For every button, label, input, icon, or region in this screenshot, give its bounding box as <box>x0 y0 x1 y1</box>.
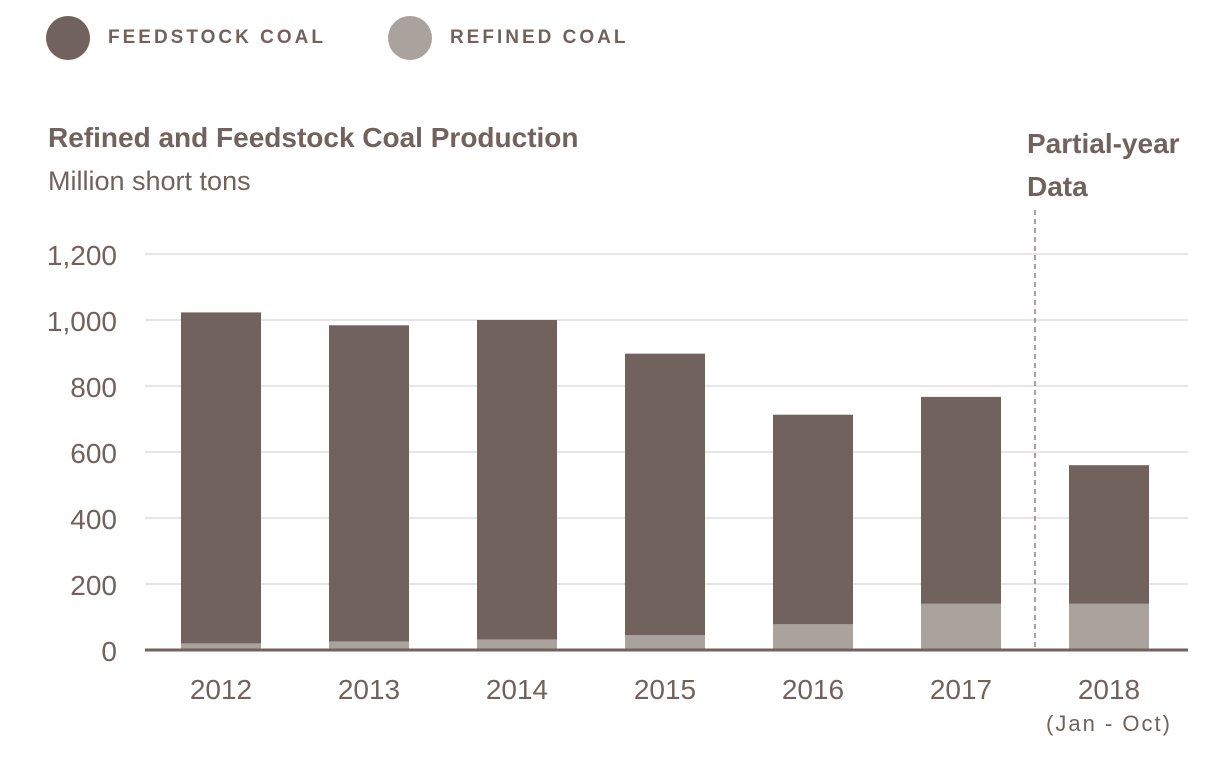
y-tick-label: 800 <box>70 372 117 403</box>
bar-feedstock-coal <box>773 414 853 625</box>
bar-feedstock-coal <box>329 325 409 642</box>
x-tick-label: 2013 <box>338 674 400 705</box>
legend: FEEDSTOCK COAL REFINED COAL <box>46 16 690 60</box>
bar-feedstock-coal <box>181 312 261 644</box>
legend-item-feedstock: FEEDSTOCK COAL <box>46 16 326 60</box>
y-tick-label: 400 <box>70 504 117 535</box>
y-tick-label: 600 <box>70 438 117 469</box>
partial-year-note-line2: Data <box>1027 171 1088 202</box>
x-tick-label: 2018 <box>1078 674 1140 705</box>
bar-feedstock-coal <box>921 396 1001 604</box>
x-tick-label: 2014 <box>486 674 548 705</box>
feedstock-swatch-icon <box>46 16 90 60</box>
bar-refined-coal <box>181 643 261 650</box>
x-tick-label: 2015 <box>634 674 696 705</box>
legend-label-feedstock: FEEDSTOCK COAL <box>108 27 326 48</box>
legend-item-refined: REFINED COAL <box>387 16 629 60</box>
x-tick-label: 2017 <box>930 674 992 705</box>
y-tick-label: 1,200 <box>47 240 117 271</box>
bar-refined-coal <box>773 624 853 650</box>
bar-refined-coal <box>921 603 1001 650</box>
bar-feedstock-coal <box>625 353 705 636</box>
chart-subtitle: Million short tons <box>48 166 251 196</box>
bar-feedstock-coal <box>477 320 557 640</box>
x-tick-sublabel: (Jan - Oct) <box>1046 711 1172 736</box>
y-tick-label: 1,000 <box>47 306 117 337</box>
bar-refined-coal <box>625 635 705 650</box>
partial-year-note: Partial-year Data <box>1027 122 1217 208</box>
partial-year-note-line1: Partial-year <box>1027 128 1180 159</box>
bar-refined-coal <box>1069 603 1149 650</box>
y-tick-label: 200 <box>70 570 117 601</box>
x-tick-label: 2016 <box>782 674 844 705</box>
bar-feedstock-coal <box>1069 465 1149 604</box>
bar-refined-coal <box>329 641 409 650</box>
x-tick-label: 2012 <box>190 674 252 705</box>
bar-refined-coal <box>477 639 557 650</box>
y-tick-label: 0 <box>101 636 117 667</box>
chart-title: Refined and Feedstock Coal Production <box>48 122 579 153</box>
refined-swatch-icon <box>387 16 432 60</box>
legend-label-refined: REFINED COAL <box>449 27 629 48</box>
